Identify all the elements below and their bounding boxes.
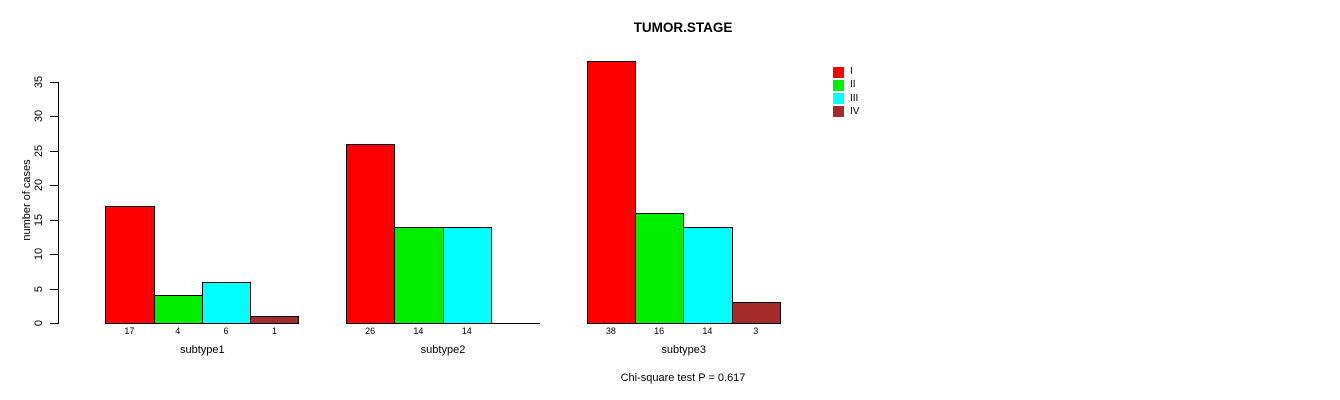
y-axis-tick [49,323,58,324]
x-category-label-subtype2: subtype2 [420,344,466,356]
x-category-label-subtype1: subtype1 [179,344,225,356]
bar-subtype1-IV [250,316,300,324]
bar-value-label: 38 [605,326,616,336]
y-axis-tick [49,81,58,83]
bar-value-label: 26 [365,326,376,336]
bar-value-label: 6 [223,326,229,336]
bar-value-label: 14 [413,326,424,336]
bar-subtype3-III [683,226,733,324]
y-axis-tick [49,219,58,221]
bar-subtype2-III [442,226,492,324]
zero-bar-baseline [490,323,541,324]
bar-subtype3-I [586,61,636,324]
y-axis-tick [49,116,58,118]
bar-value-label: 14 [461,326,472,336]
legend-label-II: II [850,79,856,91]
bar-subtype2-I [346,143,396,324]
y-axis-tick [49,150,58,152]
bar-value-label: 16 [654,326,665,336]
bar-value-label: 17 [124,326,135,336]
legend-swatch-IV [833,106,844,118]
bar-subtype3-II [635,212,685,324]
bar-subtype1-I [105,205,155,324]
bar-subtype1-III [201,281,252,324]
legend-swatch-II [833,79,844,91]
y-axis-tick [49,185,58,187]
chi-square-annotation: Chi-square test P = 0.617 [620,372,746,384]
y-axis-tick [49,254,58,256]
legend-swatch-III [833,93,844,105]
bar-value-label: 4 [175,326,181,336]
y-axis-line [57,81,59,324]
bar-value-label: 1 [271,326,277,336]
legend-label-III: III [850,92,859,104]
chart-title: TUMOR.STAGE [633,20,733,35]
legend-swatch-I [833,66,844,78]
y-axis-tick [49,288,58,290]
bar-value-label: 3 [753,326,759,336]
bar-value-label: 14 [702,326,713,336]
x-category-label-subtype3: subtype3 [661,344,707,356]
bar-subtype3-IV [731,302,781,324]
legend-label-I: I [850,66,853,77]
legend-label-IV: IV [850,105,860,117]
